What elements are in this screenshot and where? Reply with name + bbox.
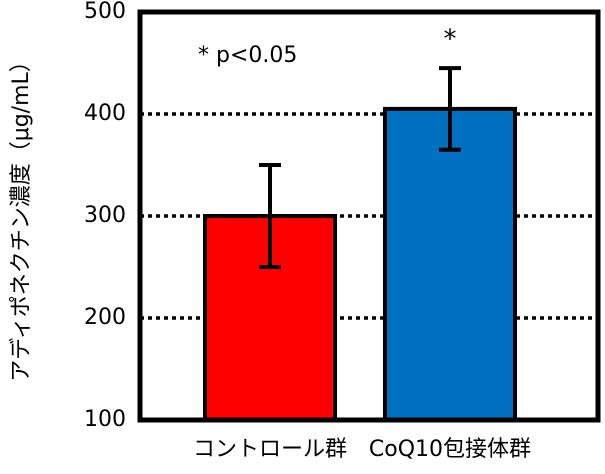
y-tick-label: 400 xyxy=(84,101,126,126)
plot-frame xyxy=(137,9,601,423)
y-tick-label: 500 xyxy=(84,0,126,24)
error-bar xyxy=(259,163,281,269)
y-tick-label: 300 xyxy=(84,203,126,228)
y-tick-label: 200 xyxy=(84,305,126,330)
y-tick-label: 100 xyxy=(84,407,126,432)
annotation: * p<0.05 xyxy=(198,43,297,68)
bar xyxy=(383,106,517,423)
x-tick-label: コントロール群 xyxy=(193,437,347,462)
error-bar xyxy=(439,66,461,152)
x-tick-label: CoQ10包接体群 xyxy=(369,437,531,462)
y-axis-label: アディポネクチン濃度（μg/mL） xyxy=(9,50,34,382)
significance-star: * xyxy=(444,25,457,55)
